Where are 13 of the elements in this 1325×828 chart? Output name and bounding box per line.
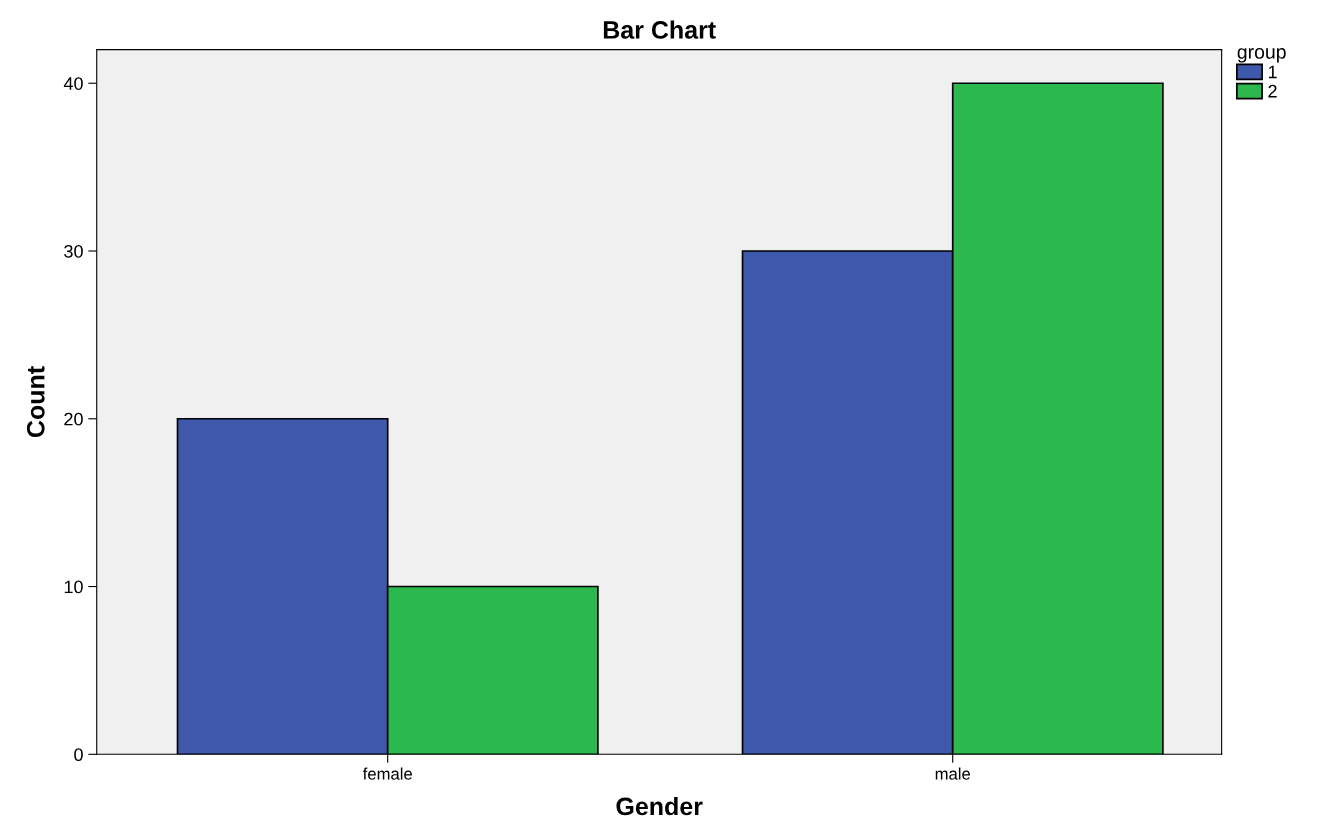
legend-label: 2 <box>1268 84 1277 98</box>
x-tick-label: female <box>362 767 412 780</box>
y-axis-title: Count <box>26 366 45 438</box>
y-tick-label: 0 <box>74 748 83 762</box>
legend-label: 1 <box>1268 65 1277 79</box>
legend-title: group <box>1237 48 1286 63</box>
y-tick-label: 20 <box>64 412 83 426</box>
y-tick-label: 10 <box>64 580 83 594</box>
x-tick-label: male <box>935 767 971 780</box>
y-tick-label: 40 <box>63 77 83 90</box>
chart-title: Bar Chart <box>603 20 716 39</box>
y-tick-label: 30 <box>64 244 83 258</box>
x-axis-title: Gender <box>616 796 703 816</box>
